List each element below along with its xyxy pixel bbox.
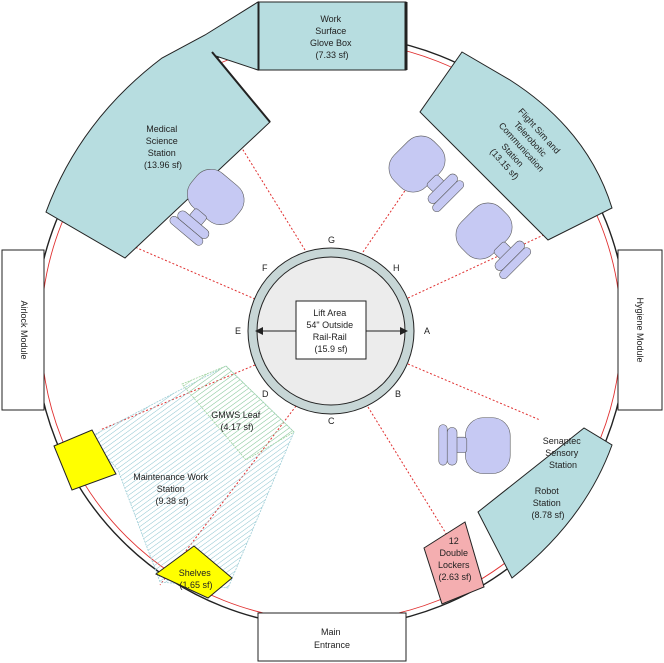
- shelves-label: Shelves (1.65 sf): [179, 568, 214, 590]
- point-labels: A B C D E F G H: [235, 235, 430, 426]
- airlock-module: Airlock Module: [1, 249, 45, 411]
- hygiene-module: Hygiene Module: [617, 249, 663, 411]
- robot-label: Robot Station (8.78 sf): [531, 486, 564, 520]
- robot-station: Senaptec Sensory Station Robot Station (…: [477, 427, 613, 579]
- maintenance-work-station: GMWS Leaf (4.17 sf) Maintenance Work Sta…: [89, 365, 295, 589]
- point-e: E: [235, 326, 241, 336]
- shelves: Shelves (1.65 sf): [155, 545, 233, 599]
- gmws-label: GMWS Leaf (4.17 sf): [211, 410, 263, 432]
- senaptec-label: Senaptec Sensory Station: [543, 436, 584, 470]
- point-f: F: [262, 263, 268, 273]
- entrance-label: Main Entrance: [314, 627, 350, 650]
- point-c: C: [328, 416, 335, 426]
- airlock-label: Airlock Module: [19, 300, 29, 359]
- maintenance-yellow-block: [53, 429, 117, 491]
- point-d: D: [262, 389, 269, 399]
- hygiene-label: Hygiene Module: [635, 297, 645, 362]
- point-a: A: [424, 326, 430, 336]
- double-lockers: 12 Double Lockers (2.63 sf): [423, 521, 485, 605]
- medical-science-station: Medical Science Station (13.96 sf): [45, 1, 271, 259]
- glove-box-station: Work Surface Glove Box (7.33 sf): [256, 1, 408, 71]
- glove-box-label: Work Surface Glove Box (7.33 sf): [310, 14, 354, 60]
- lift-area: Lift Area 54" Outside Rail-Rail (15.9 sf…: [247, 247, 415, 415]
- medical-station-label: Medical Science Station (13.96 sf): [144, 124, 182, 170]
- point-g: G: [328, 235, 335, 245]
- main-entrance: Main Entrance: [257, 612, 407, 662]
- point-h: H: [393, 263, 400, 273]
- lift-label: Lift Area 54" Outside Rail-Rail (15.9 sf…: [306, 308, 355, 354]
- lockers-label: 12 Double Lockers (2.63 sf): [438, 536, 472, 582]
- maintenance-label: Maintenance Work Station (9.38 sf): [133, 472, 210, 506]
- flight-sim-station: Flight Sim and Telerobotic Communication…: [419, 51, 613, 241]
- point-b: B: [395, 389, 401, 399]
